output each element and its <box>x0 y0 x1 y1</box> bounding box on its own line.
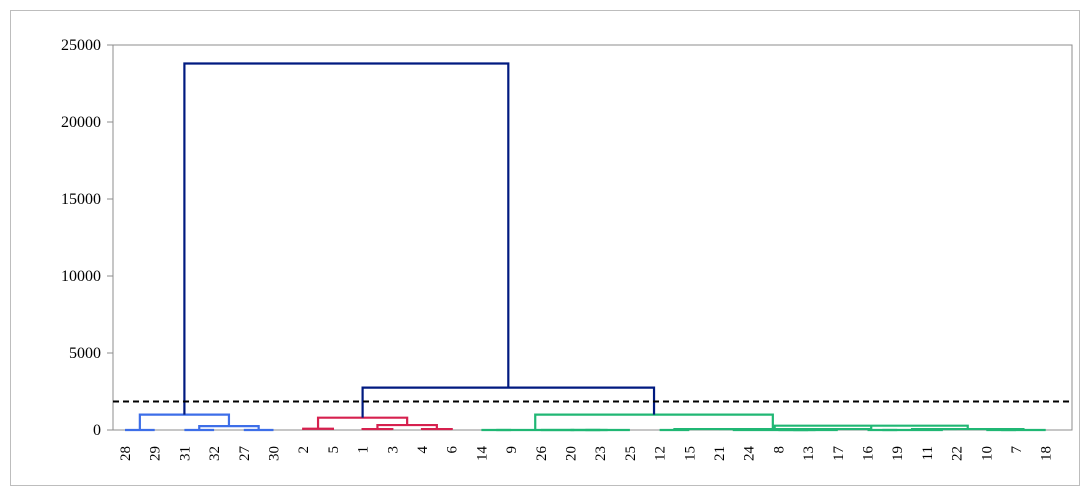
dendrogram-link <box>183 62 510 415</box>
leaf-label: 16 <box>861 446 877 462</box>
leaf-label: 20 <box>564 446 580 461</box>
leaf-label: 29 <box>148 446 164 461</box>
y-tick-label: 20000 <box>61 114 101 131</box>
axes: 0 5000 10000 15000 20000 25000 <box>61 37 1073 439</box>
leaf-label: 22 <box>950 446 966 461</box>
leaf-label: 15 <box>682 446 698 461</box>
y-tick-label: 15000 <box>61 191 101 208</box>
leaf-label: 31 <box>177 446 193 461</box>
leaf-label: 12 <box>653 446 669 461</box>
leaf-label: 7 <box>1009 446 1025 454</box>
leaf-label: 23 <box>593 446 609 461</box>
leaf-label: 18 <box>1039 446 1055 461</box>
leaf-label: 11 <box>920 446 936 460</box>
leaf-label: 17 <box>831 446 847 462</box>
leaf-label: 4 <box>415 446 431 454</box>
leaf-label: 21 <box>712 446 728 461</box>
leaf-label: 26 <box>534 446 550 462</box>
dendrogram-link <box>302 427 334 430</box>
dendrogram-link <box>420 427 453 431</box>
leaf-labels: 28 29 31 32 27 30 2 5 1 3 4 6 14 9 26 20 23 25 12 15 21 24 8 13… <box>118 446 1055 462</box>
dendrogram-link <box>534 413 774 430</box>
leaf-label: 1 <box>356 446 372 454</box>
leaf-label: 9 <box>504 446 520 454</box>
leaf-label: 30 <box>267 446 283 461</box>
y-tick-label: 10000 <box>61 268 101 285</box>
leaf-label: 14 <box>474 446 490 462</box>
leaf-label: 5 <box>326 446 342 454</box>
leaf-label: 19 <box>890 446 906 461</box>
dendrogram-link <box>361 386 656 418</box>
plot-area-border <box>112 44 1073 431</box>
leaf-label: 8 <box>771 446 787 454</box>
leaf-label: 3 <box>385 446 401 454</box>
leaf-label: 6 <box>445 446 461 454</box>
leaf-label: 25 <box>623 446 639 461</box>
leaf-label: 10 <box>979 446 995 461</box>
leaf-label: 13 <box>801 446 817 461</box>
leaf-label: 27 <box>237 446 253 462</box>
leaf-label: 24 <box>742 446 758 462</box>
y-tick-label: 0 <box>93 422 101 439</box>
dendrogram-link <box>138 413 231 430</box>
chart-frame: 0 5000 10000 15000 20000 25000 28 29 31 32 27 30 2 5… <box>10 10 1080 486</box>
dendrogram-link <box>316 416 409 429</box>
dendrogram-link <box>910 427 1025 431</box>
leaf-label: 28 <box>118 446 134 461</box>
leaf-label: 2 <box>296 446 312 454</box>
y-tick-label: 5000 <box>69 345 101 362</box>
y-tick-label: 25000 <box>61 37 101 54</box>
dendrogram-tree <box>125 62 1046 432</box>
leaf-label: 32 <box>207 446 223 461</box>
dendrogram-link <box>361 427 394 431</box>
